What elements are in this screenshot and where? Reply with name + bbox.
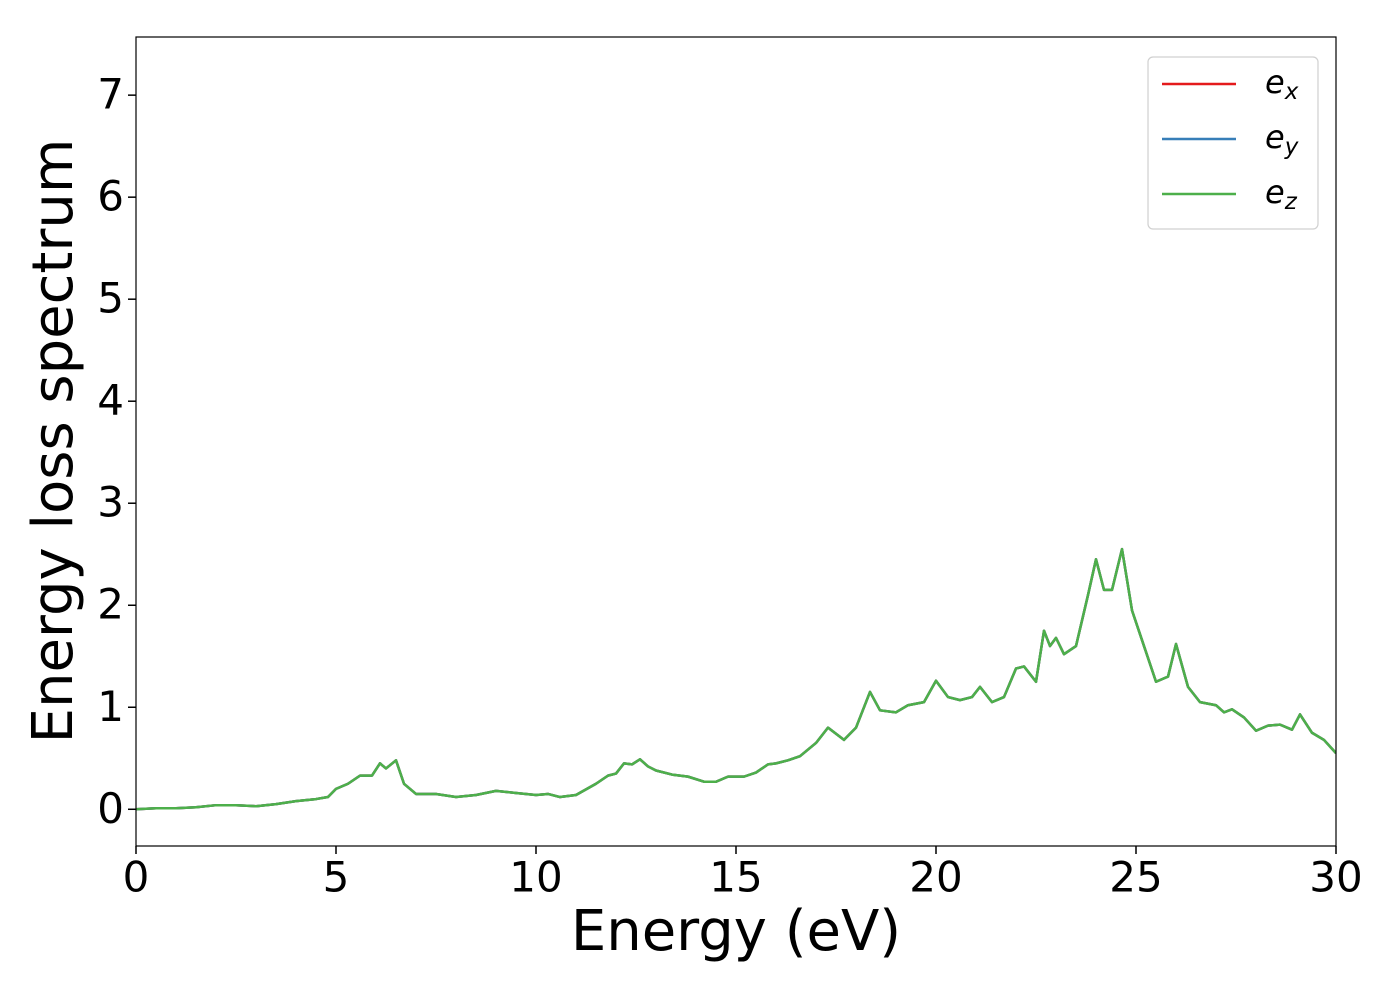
y-tick-label: 5	[97, 274, 124, 323]
x-tick-label: 5	[323, 853, 350, 902]
y-tick-label: 0	[97, 784, 124, 833]
y-tick-label: 1	[97, 682, 124, 731]
x-tick-label: 25	[1109, 853, 1162, 902]
plot-frame	[135, 36, 1337, 847]
x-tick-label: 30	[1309, 853, 1362, 902]
legend-label: ez	[1265, 173, 1298, 215]
legend-label: ex	[1265, 63, 1299, 105]
legend-label: ey	[1265, 118, 1299, 160]
x-axis-label: Energy (eV)	[571, 899, 901, 964]
y-tick-label: 4	[97, 376, 124, 425]
legend-box	[1147, 56, 1319, 230]
series-line	[136, 547, 1336, 811]
x-tick-label: 15	[709, 853, 762, 902]
y-tick-label: 2	[97, 580, 124, 629]
x-tick-label: 10	[509, 853, 562, 902]
y-axis-label: Energy loss spectrum	[21, 139, 86, 744]
y-tick-label: 7	[97, 70, 124, 119]
x-tick-label: 0	[123, 853, 150, 902]
y-tick-label: 3	[97, 478, 124, 527]
x-tick-label: 20	[909, 853, 962, 902]
y-tick-label: 6	[97, 172, 124, 221]
